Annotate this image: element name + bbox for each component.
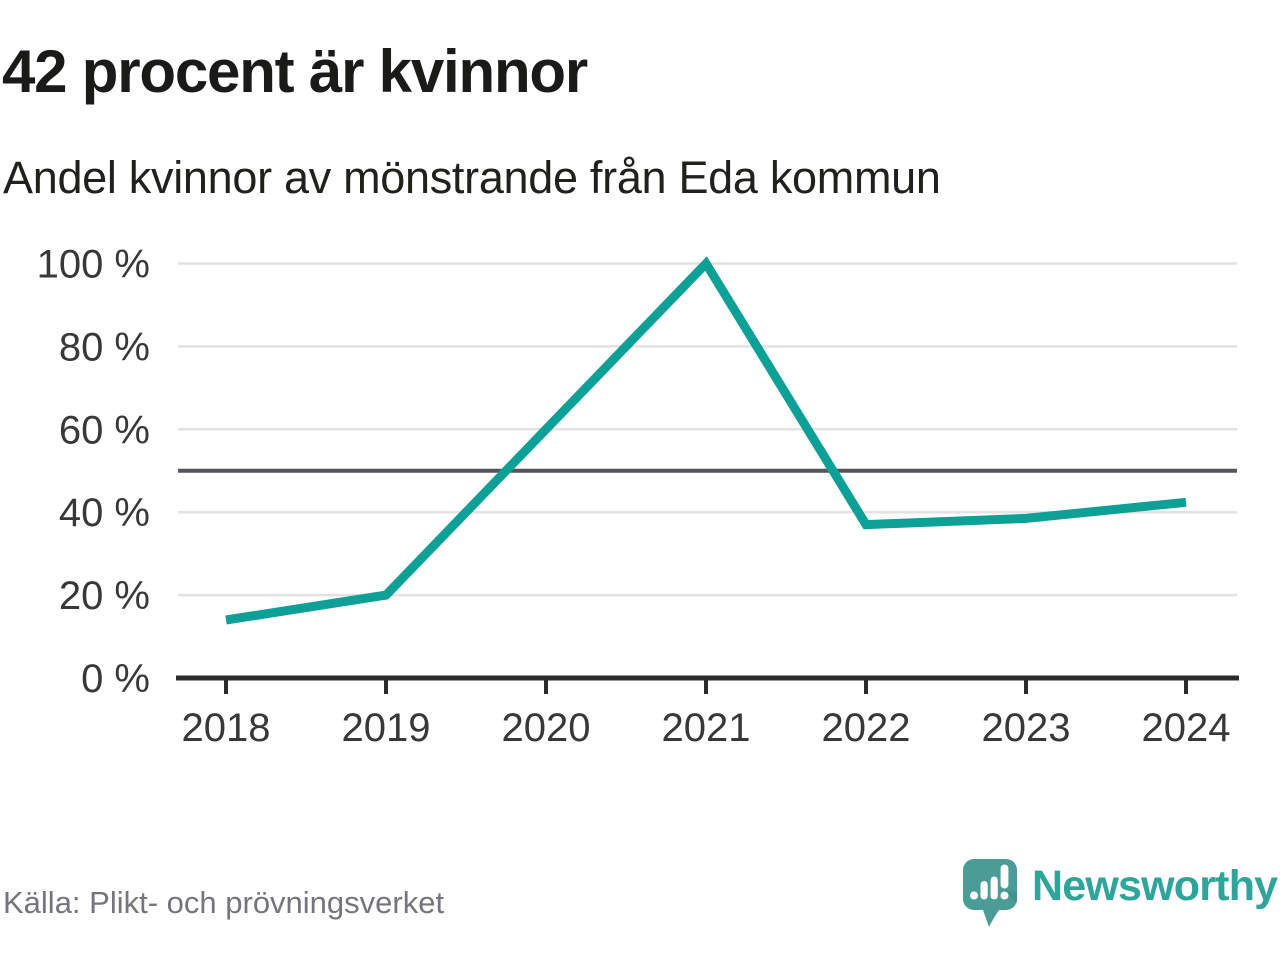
x-axis-tick-label: 2021: [662, 706, 751, 750]
exclamation-glyph: [1000, 864, 1009, 900]
data-line: [225, 256, 1187, 625]
y-axis-tick-label: 60 %: [59, 408, 150, 452]
source-caption: Källa: Plikt- och prövningsverket: [3, 885, 445, 920]
newsworthy-logo-icon: [963, 859, 1017, 927]
chart-subtitle: Andel kvinnor av mönstrande från Eda kom…: [3, 152, 941, 203]
y-axis-tick-label: 0 %: [81, 657, 150, 701]
x-axis-tick-label: 2018: [182, 706, 271, 750]
y-axis-tick-label: 20 %: [59, 574, 150, 618]
page-title: 42 procent är kvinnor: [2, 38, 588, 105]
x-axis-tick-label: 2022: [822, 706, 911, 750]
y-axis-tick-label: 40 %: [59, 491, 150, 535]
bar-chart-glyph: [970, 876, 998, 900]
x-axis-tick-label: 2020: [502, 706, 591, 750]
x-axis-tick-label: 2019: [342, 706, 431, 750]
newsworthy-wordmark: Newsworthy: [1032, 862, 1278, 910]
y-axis-tick-label: 80 %: [59, 325, 150, 369]
y-axis-tick-label: 100 %: [37, 243, 150, 287]
x-axis-tick-label: 2023: [982, 706, 1071, 750]
newsworthy-logo: Newsworthy: [962, 858, 1278, 942]
x-axis-tick-label: 2024: [1142, 706, 1231, 750]
